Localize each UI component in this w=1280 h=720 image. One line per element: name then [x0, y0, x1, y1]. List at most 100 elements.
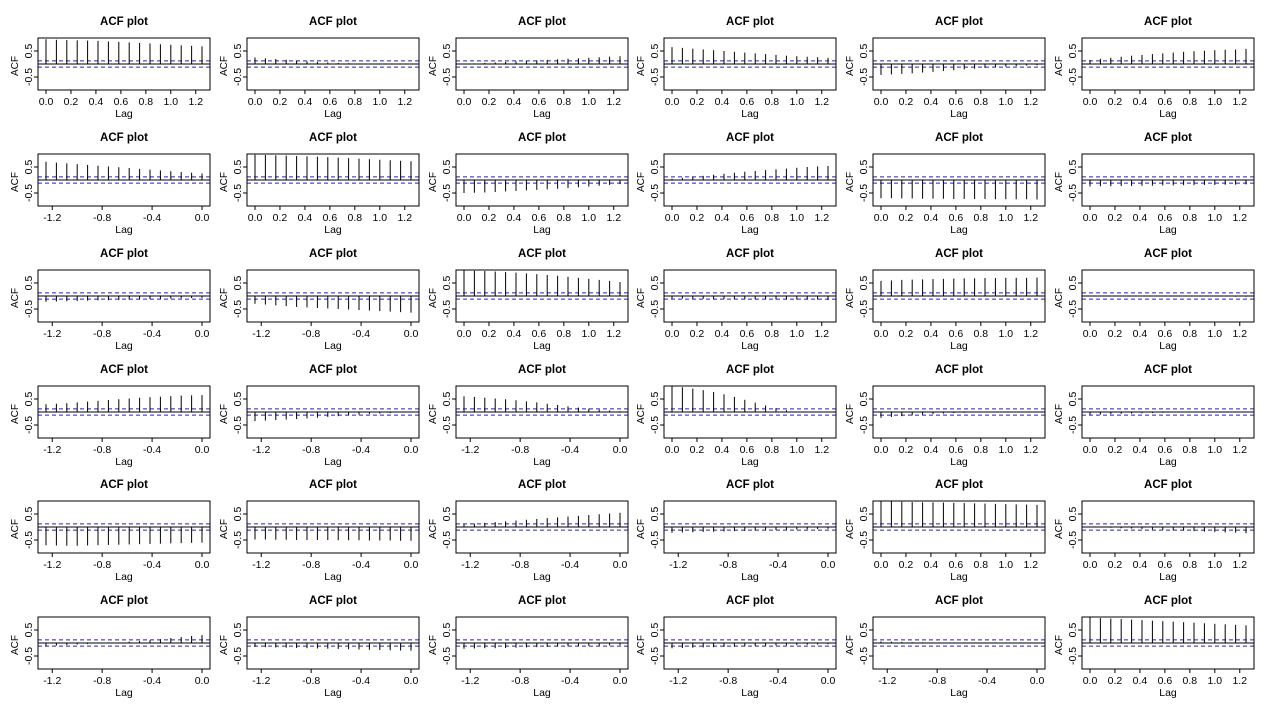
x-tick-label: 1.0 — [581, 328, 596, 340]
x-tick-label: 0.0 — [195, 444, 210, 456]
y-tick-label: -0.5 — [232, 416, 244, 434]
x-tick-label: 0.6 — [1158, 675, 1173, 687]
x-tick-label: 0.8 — [765, 328, 780, 340]
x-tick-label: 0.8 — [1183, 212, 1198, 224]
x-tick-label: 0.6 — [949, 444, 964, 456]
x-tick-label: 0.0 — [665, 212, 680, 224]
panel-title: ACF plot — [726, 364, 774, 376]
y-axis-label: ACF — [1054, 635, 1065, 655]
x-tick-label: -0.4 — [143, 212, 161, 224]
x-axis-label: Lag — [115, 571, 133, 583]
x-tick-label: 1.2 — [814, 444, 829, 456]
x-axis-label: Lag — [533, 224, 551, 236]
panel-title: ACF plot — [100, 595, 148, 607]
x-axis-label: Lag — [324, 224, 342, 236]
y-tick-label: 0.5 — [1067, 392, 1079, 407]
x-tick-label: 0.6 — [1158, 212, 1173, 224]
y-tick-label: -0.5 — [232, 68, 244, 86]
y-axis-label: ACF — [636, 519, 647, 539]
x-tick-label: 0.4 — [715, 212, 730, 224]
x-tick-label: -0.4 — [143, 444, 161, 456]
x-tick-label: -1.2 — [252, 675, 270, 687]
panel-title: ACF plot — [518, 364, 566, 376]
panel-title: ACF plot — [100, 479, 148, 491]
x-tick-label: -1.2 — [669, 559, 687, 571]
x-tick-label: 0.6 — [1158, 559, 1173, 571]
x-axis-label: Lag — [1159, 571, 1177, 583]
y-axis-label: ACF — [428, 288, 439, 308]
x-tick-label: 0.2 — [899, 96, 914, 108]
x-tick-label: 0.0 — [613, 444, 628, 456]
x-tick-label: 0.0 — [1030, 675, 1045, 687]
x-tick-label: 0.0 — [39, 96, 54, 108]
plot-frame — [663, 37, 837, 91]
x-tick-label: 1.2 — [1023, 328, 1038, 340]
x-axis-label: Lag — [950, 224, 968, 236]
x-tick-label: -1.2 — [252, 559, 270, 571]
x-tick-label: 0.8 — [765, 212, 780, 224]
y-axis-label: ACF — [636, 288, 647, 308]
x-tick-label: 0.0 — [195, 212, 210, 224]
x-axis-label: Lag — [324, 108, 342, 120]
x-tick-label: 1.0 — [1207, 444, 1222, 456]
x-tick-label: 0.6 — [323, 96, 338, 108]
x-tick-label: 0.0 — [404, 444, 419, 456]
x-tick-label: 0.8 — [1183, 559, 1198, 571]
x-tick-label: -0.4 — [769, 559, 787, 571]
plot-frame — [455, 385, 629, 439]
x-tick-label: 0.0 — [195, 675, 210, 687]
x-axis-label: Lag — [950, 340, 968, 352]
x-tick-label: 0.0 — [404, 328, 419, 340]
y-tick-label: -0.5 — [23, 184, 35, 202]
x-tick-label: 0.0 — [404, 559, 419, 571]
x-axis-label: Lag — [324, 571, 342, 583]
x-axis-label: Lag — [741, 224, 759, 236]
plot-frame — [872, 616, 1046, 670]
panel-title: ACF plot — [309, 595, 357, 607]
x-tick-label: 0.8 — [765, 444, 780, 456]
x-axis-label: Lag — [741, 571, 759, 583]
y-tick-label: 0.5 — [23, 507, 35, 522]
x-tick-label: 1.0 — [998, 212, 1013, 224]
x-tick-label: 0.8 — [139, 96, 154, 108]
y-axis-label: ACF — [636, 635, 647, 655]
y-axis-label: ACF — [428, 635, 439, 655]
x-tick-label: 0.8 — [974, 444, 989, 456]
x-tick-label: 0.8 — [348, 212, 363, 224]
x-axis-label: Lag — [533, 687, 551, 699]
x-tick-label: 0.0 — [874, 328, 889, 340]
plot-frame — [663, 616, 837, 670]
x-tick-label: -0.8 — [93, 675, 111, 687]
x-tick-label: 0.0 — [874, 212, 889, 224]
x-tick-label: 0.8 — [348, 96, 363, 108]
y-tick-label: 0.5 — [858, 276, 870, 291]
panel-title: ACF plot — [100, 16, 148, 28]
panel-title: ACF plot — [1144, 16, 1192, 28]
x-axis-label: Lag — [115, 224, 133, 236]
x-tick-label: 0.2 — [273, 96, 288, 108]
x-tick-label: -0.4 — [143, 559, 161, 571]
x-tick-label: 0.2 — [1108, 559, 1123, 571]
x-axis-label: Lag — [741, 687, 759, 699]
x-axis-label: Lag — [115, 108, 133, 120]
x-axis-label: Lag — [1159, 456, 1177, 468]
x-tick-label: 1.2 — [606, 328, 621, 340]
y-axis-label: ACF — [10, 635, 21, 655]
x-tick-label: 1.0 — [789, 96, 804, 108]
x-tick-label: 1.2 — [188, 96, 203, 108]
x-tick-label: 0.2 — [690, 328, 705, 340]
